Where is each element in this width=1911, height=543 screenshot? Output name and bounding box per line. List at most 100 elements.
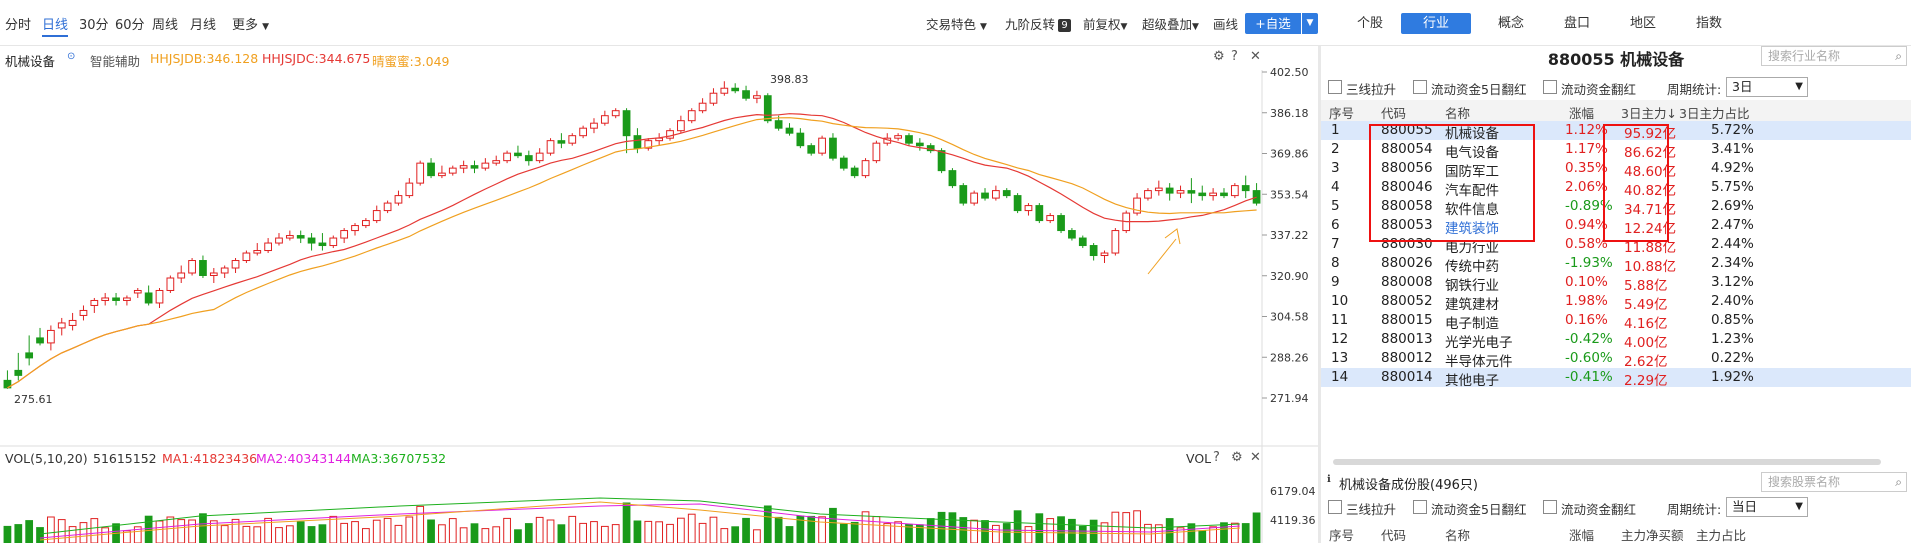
table-row[interactable]: 13 880012 半导体元件 -0.60% 2.62亿 0.22% (1321, 349, 1911, 370)
candle-body (753, 95, 761, 99)
flow-checkbox-2[interactable] (1543, 500, 1557, 514)
candle-body (1198, 192, 1207, 197)
table-row[interactable]: 2 880054 电气设备 1.17% 86.62亿 3.41% (1321, 140, 1911, 161)
three-line-checkbox-2[interactable] (1328, 500, 1342, 514)
table-row[interactable]: 3 880056 国防军工 0.35% 48.60亿 4.92% (1321, 159, 1911, 180)
ma2-value: MA2:40343144 (256, 451, 352, 466)
col-main3d[interactable]: 3日主力↓ (1621, 106, 1677, 121)
candle-body (1230, 185, 1239, 197)
table-row[interactable]: 7 880030 电力行业 0.58% 11.88亿 2.44% (1321, 235, 1911, 256)
table-row[interactable]: 10 880052 建筑建材 1.98% 5.49亿 2.40% (1321, 292, 1911, 313)
search-icon[interactable]: ⌕ (1895, 475, 1902, 489)
y-tick-label: 271.94 (1270, 392, 1309, 405)
period-stat-select-2[interactable]: 当日 ▼ (1726, 497, 1808, 517)
close-icon[interactable]: ✕ (1250, 49, 1261, 64)
candle-body (677, 120, 685, 132)
volume-bar (992, 524, 1000, 543)
col-code-2[interactable]: 代码 (1381, 528, 1407, 543)
tab-concept[interactable]: 概念 (1497, 16, 1524, 31)
candle-body (492, 160, 501, 164)
period-daily[interactable]: 日线 (42, 14, 69, 37)
period-30min[interactable]: 30分 (79, 18, 109, 33)
candle-body (253, 250, 262, 254)
candle-body (112, 297, 120, 301)
candlestick-chart[interactable]: 402.50 386.18 369.86 353.54 337.22 320.90 304.… (0, 46, 1318, 543)
row-code: 880013 (1381, 331, 1433, 347)
candle-body (1046, 215, 1055, 222)
period-60min[interactable]: 60分 (115, 18, 145, 33)
col-name[interactable]: 名称 (1445, 106, 1471, 121)
col-index[interactable]: 序号 (1329, 106, 1355, 121)
table-row[interactable]: 9 880008 钢铁行业 0.10% 5.88亿 3.12% (1321, 273, 1911, 294)
row-change: 2.06% (1565, 179, 1608, 195)
table-row[interactable]: 8 880026 传统中药 -1.93% 10.88亿 2.34% (1321, 254, 1911, 275)
scrollbar-thumb[interactable] (1333, 459, 1881, 465)
chevron-down-icon[interactable]: ⊙ (67, 51, 76, 62)
table-row[interactable]: 5 880058 软件信息 -0.89% 34.71亿 2.69% (1321, 197, 1911, 218)
candle-body (622, 110, 631, 137)
candle-body (394, 195, 403, 204)
help-icon[interactable]: ? (1231, 49, 1238, 64)
candle-body (1111, 230, 1120, 254)
col-name-2[interactable]: 名称 (1445, 528, 1471, 543)
add-favorite-dropdown[interactable]: ▼ (1302, 13, 1318, 34)
period-monthly[interactable]: 月线 (190, 18, 217, 33)
table-row[interactable]: 6 880053 建筑装饰 0.94% 12.24亿 2.47% (1321, 216, 1911, 237)
restore-menu[interactable]: 前复权▼ (1083, 14, 1127, 33)
nine-reversal-menu[interactable]: 九阶反转 9 (1005, 14, 1072, 33)
constituents-header: ℹ 机械设备成份股(496只) 搜索股票名称 ⌕ (1321, 470, 1911, 494)
overlay-menu[interactable]: 超级叠加▼ (1142, 14, 1199, 33)
pane-divider[interactable] (1318, 46, 1321, 543)
smart-assist-label[interactable]: 智能辅助 (90, 54, 141, 69)
draw-line-button[interactable]: 画线 (1213, 17, 1239, 32)
search-icon[interactable]: ⌕ (1895, 49, 1902, 63)
chevron-down-icon: ▼ (1192, 22, 1199, 32)
table-row[interactable]: 4 880046 汽车配件 2.06% 40.82亿 5.75% (1321, 178, 1911, 199)
volume-bar (242, 525, 251, 543)
flow-checkbox[interactable] (1543, 80, 1557, 94)
row-main3d-ratio: 2.44% (1711, 236, 1754, 252)
candle-body (264, 242, 272, 252)
row-index: 13 (1331, 350, 1349, 366)
trade-feature-menu[interactable]: 交易特色 ▼ (926, 14, 987, 33)
volume-bar (1252, 512, 1261, 543)
col-main-ratio[interactable]: 主力占比 (1696, 528, 1747, 543)
tab-stock[interactable]: 个股 (1356, 16, 1383, 31)
settings-gear-icon[interactable]: ⚙ (1213, 49, 1225, 64)
ma1-value: MA1:41823436 (162, 451, 258, 466)
col-net-buy[interactable]: 主力净买额 (1621, 528, 1684, 543)
help-icon[interactable]: ? (1213, 450, 1220, 465)
tab-orderbook[interactable]: 盘口 (1563, 16, 1590, 31)
three-line-checkbox[interactable] (1328, 80, 1342, 94)
candle-body (14, 369, 23, 376)
volume-bar (687, 513, 696, 543)
table-row[interactable]: 11 880015 电子制造 0.16% 4.16亿 0.85% (1321, 311, 1911, 332)
table-row[interactable]: 12 880013 光学光电子 -0.42% 4.00亿 1.23% (1321, 330, 1911, 351)
row-index: 3 (1331, 160, 1340, 176)
table-row[interactable]: 14 880014 其他电子 -0.41% 2.29亿 1.92% (1321, 368, 1911, 389)
volume-bar (698, 522, 707, 543)
tab-region[interactable]: 地区 (1629, 16, 1656, 31)
candle-body (57, 322, 66, 329)
close-icon[interactable]: ✕ (1250, 450, 1261, 465)
col-change-2[interactable]: 涨幅 (1569, 528, 1595, 543)
add-favorite-button[interactable]: +自选 (1245, 13, 1301, 34)
flow5-checkbox-2[interactable] (1413, 500, 1427, 514)
col-change[interactable]: 涨幅 (1569, 106, 1595, 121)
volume-bar (709, 516, 718, 543)
table-scrollbar[interactable] (1321, 457, 1911, 467)
tab-industry[interactable]: 行业 (1401, 13, 1471, 34)
stock-search-input[interactable]: 搜索股票名称 ⌕ (1761, 472, 1907, 492)
flow5-checkbox[interactable] (1413, 80, 1427, 94)
col-index-2[interactable]: 序号 (1329, 528, 1355, 543)
period-more[interactable]: 更多 ▼ (232, 14, 269, 33)
table-row[interactable]: 1 880055 机械设备 1.12% 95.92亿 5.72% (1321, 121, 1911, 142)
industry-search-input[interactable]: 搜索行业名称 ⌕ (1761, 46, 1907, 66)
period-weekly[interactable]: 周线 (152, 18, 179, 33)
col-code[interactable]: 代码 (1381, 106, 1407, 121)
tab-index[interactable]: 指数 (1695, 16, 1722, 31)
period-timeshare[interactable]: 分时 (5, 18, 32, 33)
period-stat-select[interactable]: 3日 ▼ (1726, 77, 1808, 97)
col-main3d-ratio[interactable]: 3日主力占比 (1679, 106, 1750, 121)
settings-gear-icon[interactable]: ⚙ (1231, 450, 1243, 465)
